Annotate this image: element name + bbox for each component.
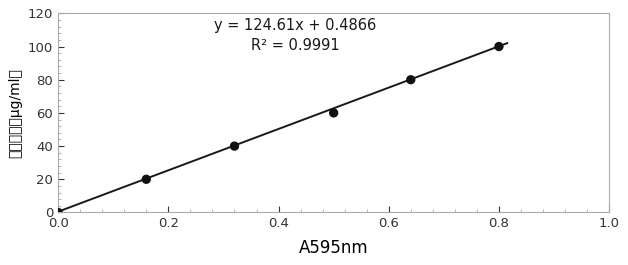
Y-axis label: 蛋白浓度（μg/ml）: 蛋白浓度（μg/ml） <box>8 68 23 158</box>
Point <box>328 111 338 115</box>
Point <box>229 144 239 148</box>
Point <box>141 177 151 182</box>
Text: R² = 0.9991: R² = 0.9991 <box>251 38 339 53</box>
Point <box>53 210 63 215</box>
Text: y = 124.61x + 0.4866: y = 124.61x + 0.4866 <box>214 18 376 33</box>
X-axis label: A595nm: A595nm <box>299 239 369 257</box>
Point <box>494 45 504 49</box>
Point <box>406 78 416 82</box>
